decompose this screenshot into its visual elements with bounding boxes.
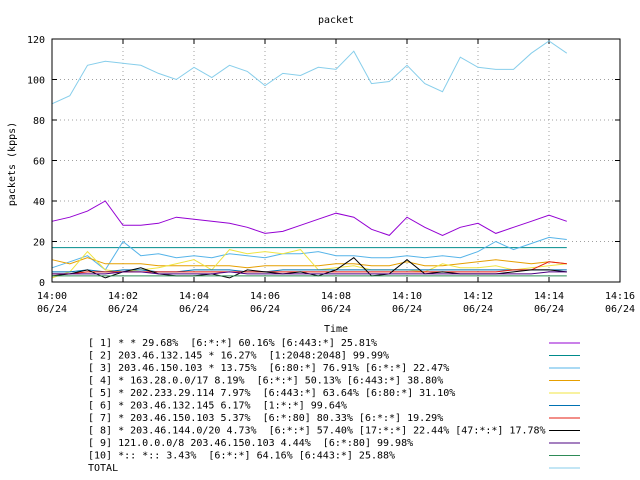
series-line-9	[52, 271, 567, 275]
x-tick-date: 06/24	[534, 304, 564, 315]
series-line-3	[51, 236, 567, 271]
y-tick-label: 20	[33, 238, 45, 249]
legend-label: [ 7] * 203.46.150.103 5.37% [6:*:80] 80.…	[88, 413, 443, 424]
x-tick-label: 14:02	[108, 291, 138, 302]
x-tick-label: 14:00	[37, 291, 67, 302]
x-tick-label: 14:04	[179, 291, 209, 302]
y-tick-label: 80	[33, 116, 45, 127]
legend-label: [ 8] * 203.46.144.0/20 4.73% [6:*:*] 57.…	[88, 426, 546, 437]
x-tick-date: 06/24	[463, 304, 493, 315]
legend-label: TOTAL	[88, 463, 118, 474]
chart-title: packet	[318, 15, 354, 26]
legend: [ 1] * * 29.68% [6:*:*] 60.16% [6:443:*]…	[88, 338, 580, 474]
series-line-1	[51, 200, 567, 236]
y-tick-label: 120	[27, 35, 45, 46]
x-tick-label: 14:06	[250, 291, 280, 302]
axis-ticks: 0 20 40 60 80 100 120 14:00 06/24 14:02 06/24 14:04…	[27, 35, 635, 315]
legend-label: [ 3] 203.46.150.103 * 13.75% [6:80:*] 76…	[88, 363, 449, 374]
x-tick-date: 06/24	[179, 304, 209, 315]
plot-frame	[51, 38, 621, 283]
x-tick-label: 14:16	[605, 291, 635, 302]
x-tick-date: 06/24	[37, 304, 67, 315]
legend-label: [ 2] 203.46.132.145 * 16.27% [1:2048:204…	[88, 351, 389, 362]
y-tick-label: 60	[33, 157, 45, 168]
x-tick-label: 14:10	[392, 291, 422, 302]
legend-label: [10] *:: *:: 3.43% [6:*:*] 64.16% [6:443…	[88, 451, 395, 462]
x-tick-date: 06/24	[250, 304, 280, 315]
x-tick-date: 06/24	[392, 304, 422, 315]
y-tick-label: 0	[39, 278, 45, 289]
legend-label: [ 5] * 202.233.29.114 7.97% [6:443:*] 63…	[88, 388, 455, 399]
x-tick-label: 14:12	[463, 291, 493, 302]
x-axis-label: Time	[324, 324, 348, 335]
legend-label: [ 6] * 203.46.132.145 6.17% [1:*:*] 99.6…	[88, 401, 347, 412]
legend-label: [ 4] * 163.28.0.0/17 8.19% [6:*:*] 50.13…	[88, 376, 443, 387]
x-tick-date: 06/24	[108, 304, 138, 315]
x-tick-label: 14:14	[534, 291, 564, 302]
legend-label: [ 1] * * 29.68% [6:*:*] 60.16% [6:443:*]…	[88, 338, 377, 349]
y-tick-label: 40	[33, 197, 45, 208]
series-line-11	[51, 40, 568, 105]
x-tick-date: 06/24	[321, 304, 351, 315]
x-tick-label: 14:08	[321, 291, 351, 302]
legend-label: [ 9] 121.0.0.0/8 203.46.150.103 4.44% [6…	[88, 438, 413, 449]
y-axis-label: packets (kpps)	[7, 122, 18, 206]
series-lines	[51, 40, 568, 279]
series-line-6	[52, 269, 567, 273]
y-tick-label: 100	[27, 76, 45, 87]
x-tick-date: 06/24	[605, 304, 635, 315]
series-line-4	[51, 257, 567, 269]
grid	[51, 38, 621, 283]
